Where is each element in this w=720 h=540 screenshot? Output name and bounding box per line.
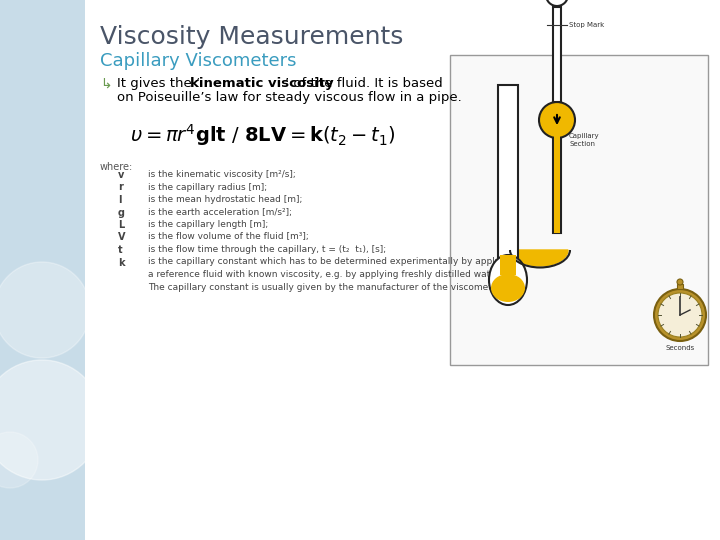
Bar xyxy=(498,85,518,275)
Polygon shape xyxy=(512,250,568,266)
Text: is the capillary constant which has to be determined experimentally by applying: is the capillary constant which has to b… xyxy=(148,258,514,267)
Bar xyxy=(554,118,560,233)
Text: l: l xyxy=(118,195,122,205)
Bar xyxy=(500,255,516,275)
Text: Capillary
Section: Capillary Section xyxy=(569,133,600,147)
Text: is the capillary length [m];: is the capillary length [m]; xyxy=(148,220,269,229)
Text: a reference fluid with known viscosity, e.g. by applying freshly distilled water: a reference fluid with known viscosity, … xyxy=(148,270,502,279)
Text: is the kinematic viscosity [m²/s];: is the kinematic viscosity [m²/s]; xyxy=(148,170,296,179)
Circle shape xyxy=(677,279,683,285)
Circle shape xyxy=(0,360,102,480)
Text: g: g xyxy=(118,207,125,218)
Text: is the capillary radius [m];: is the capillary radius [m]; xyxy=(148,183,267,192)
Text: kinematic viscosity: kinematic viscosity xyxy=(190,77,333,90)
Text: It gives the ‘: It gives the ‘ xyxy=(117,77,200,90)
Ellipse shape xyxy=(491,274,525,302)
Text: is the earth acceleration [m/s²];: is the earth acceleration [m/s²]; xyxy=(148,207,292,217)
Text: Capillary Viscometers: Capillary Viscometers xyxy=(100,52,297,70)
Bar xyxy=(677,284,683,289)
Circle shape xyxy=(539,102,575,138)
Text: L: L xyxy=(118,220,125,230)
Bar xyxy=(0,0,85,540)
Ellipse shape xyxy=(489,255,527,305)
Text: V: V xyxy=(118,233,125,242)
Bar xyxy=(553,123,561,233)
Text: ’ of the fluid. It is based: ’ of the fluid. It is based xyxy=(285,77,443,90)
Text: Seconds: Seconds xyxy=(665,345,695,351)
Text: is the flow time through the capillary, t = (t₂  t₁), [s];: is the flow time through the capillary, … xyxy=(148,245,386,254)
Text: is the mean hydrostatic head [m];: is the mean hydrostatic head [m]; xyxy=(148,195,302,204)
Bar xyxy=(553,7,561,102)
Text: t: t xyxy=(118,245,122,255)
Text: is the flow volume of the fluid [m³];: is the flow volume of the fluid [m³]; xyxy=(148,233,309,241)
Text: $\upsilon = \pi r^4\mathbf{glt}\ /\ \mathbf{8LV} = \mathbf{k}(t_2 - t_1)$: $\upsilon = \pi r^4\mathbf{glt}\ /\ \mat… xyxy=(130,122,395,148)
Circle shape xyxy=(654,289,706,341)
Text: The capillary constant is usually given by the manufacturer of the viscometer.: The capillary constant is usually given … xyxy=(148,282,503,292)
Circle shape xyxy=(546,0,568,6)
Circle shape xyxy=(0,262,90,358)
Text: Viscosity Measurements: Viscosity Measurements xyxy=(100,25,403,49)
Text: where:: where: xyxy=(100,162,133,172)
Bar xyxy=(450,55,708,365)
Circle shape xyxy=(0,432,38,488)
Text: r: r xyxy=(118,183,123,192)
Text: v: v xyxy=(118,170,125,180)
Text: Stop Mark: Stop Mark xyxy=(569,22,604,28)
Text: ↳: ↳ xyxy=(100,78,112,92)
Text: k: k xyxy=(118,258,125,267)
Circle shape xyxy=(658,293,702,337)
Text: on Poiseuille’s law for steady viscous flow in a pipe.: on Poiseuille’s law for steady viscous f… xyxy=(117,91,462,104)
